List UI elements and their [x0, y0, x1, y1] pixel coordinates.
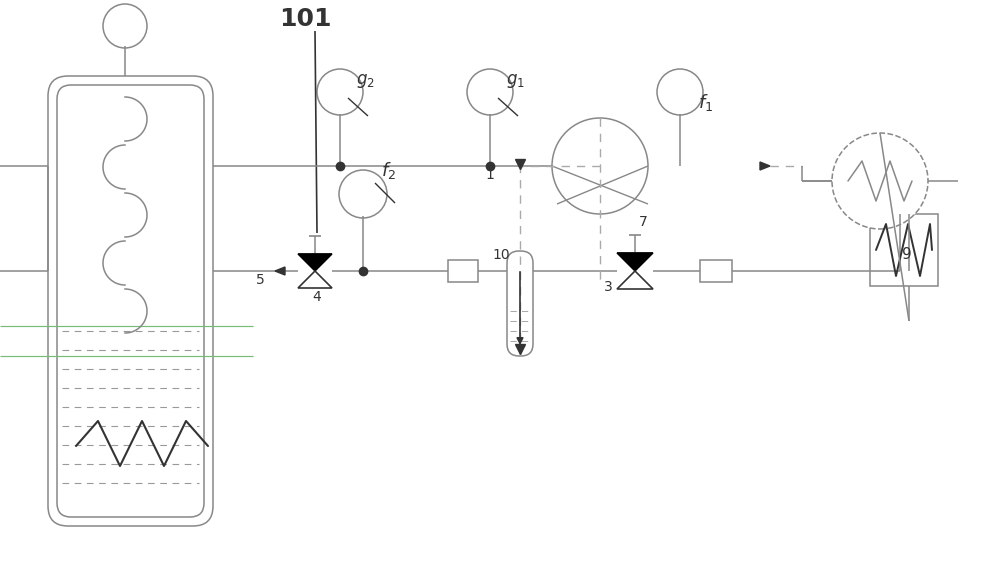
Circle shape: [317, 69, 363, 115]
Text: 9: 9: [902, 247, 912, 262]
Bar: [870, 214, 938, 286]
Circle shape: [552, 118, 648, 214]
Polygon shape: [617, 253, 653, 271]
Text: 5: 5: [256, 273, 264, 287]
Bar: [700, 260, 732, 282]
Circle shape: [103, 4, 147, 48]
Polygon shape: [298, 254, 332, 271]
FancyBboxPatch shape: [507, 251, 533, 356]
Circle shape: [657, 69, 703, 115]
Text: $f_1$: $f_1$: [698, 92, 713, 113]
Text: 101: 101: [279, 7, 331, 31]
Text: 10: 10: [492, 248, 510, 262]
Text: 4: 4: [313, 290, 321, 304]
Polygon shape: [617, 271, 653, 289]
Circle shape: [832, 133, 928, 229]
Text: 3: 3: [604, 280, 613, 294]
Text: $g_2$: $g_2$: [356, 72, 375, 90]
Circle shape: [339, 170, 387, 218]
Polygon shape: [760, 162, 770, 170]
Polygon shape: [298, 271, 332, 288]
Text: 1: 1: [486, 168, 494, 182]
Text: 7: 7: [639, 215, 647, 229]
FancyBboxPatch shape: [57, 85, 204, 517]
Circle shape: [467, 69, 513, 115]
Bar: [448, 260, 478, 282]
Text: $f_2$: $f_2$: [381, 160, 396, 181]
Polygon shape: [275, 267, 285, 275]
FancyBboxPatch shape: [48, 76, 213, 526]
Text: $g_1$: $g_1$: [506, 72, 525, 90]
